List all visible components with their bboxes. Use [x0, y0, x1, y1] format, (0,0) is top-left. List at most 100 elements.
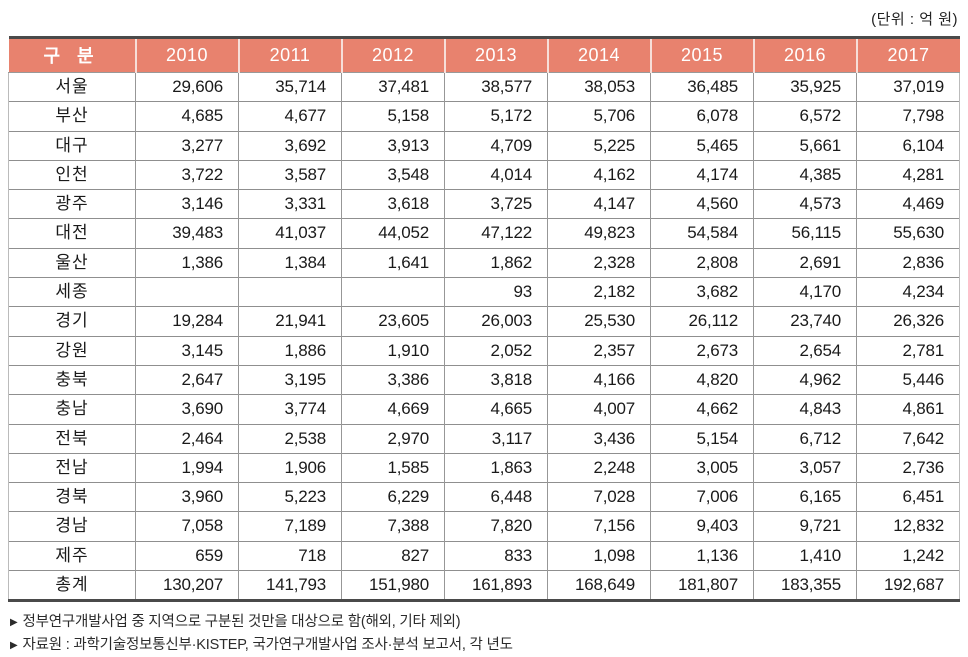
value-cell: 4,162: [547, 159, 651, 190]
value-cell: 4,469: [856, 189, 960, 219]
value-cell: 7,388: [341, 511, 445, 542]
value-cell: 1,994: [135, 452, 239, 483]
value-cell: 2,182: [547, 277, 651, 307]
region-label-cell: 세종: [8, 277, 136, 307]
value-cell: 1,386: [135, 247, 239, 278]
value-cell: 7,006: [650, 482, 754, 512]
value-cell: 7,058: [135, 511, 239, 542]
value-cell: 26,112: [650, 306, 754, 337]
value-cell: 3,618: [341, 189, 445, 219]
value-cell: 3,436: [547, 423, 651, 454]
value-cell: 1,136: [650, 540, 754, 571]
value-cell: 5,465: [650, 130, 754, 161]
value-cell: 4,166: [547, 364, 651, 395]
value-cell: 130,207: [135, 570, 239, 601]
value-cell: 1,384: [238, 247, 342, 278]
footnote: ▶ 정부연구개발사업 중 지역으로 구분된 것만을 대상으로 함(해외, 기타 제…: [10, 611, 960, 634]
value-cell: 3,117: [444, 423, 548, 454]
value-cell: 2,464: [135, 423, 239, 454]
value-cell: 2,647: [135, 364, 239, 395]
region-label-cell: 충북: [8, 364, 136, 395]
value-cell: 3,725: [444, 189, 548, 219]
value-cell: 181,807: [650, 570, 754, 601]
value-cell: 4,665: [444, 394, 548, 425]
value-cell: 19,284: [135, 306, 239, 337]
value-cell: 3,722: [135, 159, 239, 190]
header-cell-year: 2012: [340, 37, 445, 73]
value-cell: 9,721: [753, 511, 857, 542]
value-cell: 4,669: [341, 394, 445, 425]
table-row: 인천 3,722 3,587 3,548 4,014 4,162 4,174 4,385 4,2…: [8, 159, 960, 190]
triangle-bullet-icon: ▶: [10, 617, 18, 629]
value-cell: 2,736: [856, 452, 960, 483]
table-body: 서울 29,606 35,714 37,481 38,577 38,053 36,485 35…: [8, 72, 960, 601]
value-cell: [135, 277, 239, 307]
value-cell: 2,538: [238, 423, 342, 454]
value-cell: 1,410: [753, 540, 857, 571]
value-cell: 41,037: [238, 218, 342, 249]
region-label-cell: 서울: [8, 72, 136, 102]
header-cell-year: 2015: [649, 37, 754, 73]
value-cell: 1,886: [238, 335, 342, 366]
value-cell: 2,691: [753, 247, 857, 278]
value-cell: 827: [341, 540, 445, 571]
table-row: 충남 3,690 3,774 4,669 4,665 4,007 4,662 4,843 4,8…: [8, 394, 960, 425]
value-cell: [341, 277, 445, 307]
value-cell: 3,682: [650, 277, 754, 307]
value-cell: 26,003: [444, 306, 548, 337]
value-cell: 183,355: [753, 570, 857, 601]
value-cell: 5,154: [650, 423, 754, 454]
value-cell: 23,740: [753, 306, 857, 337]
value-cell: 3,005: [650, 452, 754, 483]
value-cell: 7,028: [547, 482, 651, 512]
region-label-cell: 경북: [8, 482, 136, 512]
value-cell: 5,706: [547, 101, 651, 132]
value-cell: 1,906: [238, 452, 342, 483]
region-label-cell: 경기: [8, 306, 136, 337]
value-cell: 5,158: [341, 101, 445, 132]
value-cell: 1,641: [341, 247, 445, 278]
value-cell: 2,808: [650, 247, 754, 278]
value-cell: 7,156: [547, 511, 651, 542]
value-cell: 1,585: [341, 452, 445, 483]
value-cell: 2,328: [547, 247, 651, 278]
value-cell: 6,078: [650, 101, 754, 132]
value-cell: 1,098: [547, 540, 651, 571]
value-cell: 7,798: [856, 101, 960, 132]
table-row: 강원 3,145 1,886 1,910 2,052 2,357 2,673 2,654 2,7…: [8, 335, 960, 366]
regional-rd-budget-table: 구 분 2010 2011 2012 2013 2014 2015 2016 2…: [8, 36, 960, 603]
value-cell: 36,485: [650, 72, 754, 102]
header-cell-year: 2010: [134, 37, 239, 73]
value-cell: 3,960: [135, 482, 239, 512]
table-header-row: 구 분 2010 2011 2012 2013 2014 2015 2016 2…: [8, 37, 960, 73]
table-row: 충북 2,647 3,195 3,386 3,818 4,166 4,820 4,962 5,4…: [8, 364, 960, 395]
value-cell: 2,052: [444, 335, 548, 366]
footnotes: ▶ 정부연구개발사업 중 지역으로 구분된 것만을 대상으로 함(해외, 기타 제…: [8, 611, 960, 657]
header-cell-year: 2014: [546, 37, 651, 73]
value-cell: 3,277: [135, 130, 239, 161]
value-cell: 161,893: [444, 570, 548, 601]
value-cell: 3,818: [444, 364, 548, 395]
value-cell: 3,690: [135, 394, 239, 425]
value-cell: 141,793: [238, 570, 342, 601]
report-page: (단위 : 억 원) 구 분 2010 2011 2012 2013 2014 …: [8, 0, 960, 657]
value-cell: 659: [135, 540, 239, 571]
value-cell: 6,712: [753, 423, 857, 454]
value-cell: 29,606: [135, 72, 239, 102]
value-cell: 12,832: [856, 511, 960, 542]
value-cell: 3,386: [341, 364, 445, 395]
footnote-text: 자료원 : 과학기술정보통신부·KISTEP, 국가연구개발사업 조사·분석 보…: [22, 637, 513, 654]
header-cell-category: 구 분: [8, 37, 136, 73]
value-cell: 2,781: [856, 335, 960, 366]
value-cell: 7,820: [444, 511, 548, 542]
value-cell: 44,052: [341, 218, 445, 249]
value-cell: [238, 277, 342, 307]
region-label-cell: 대구: [8, 130, 136, 161]
value-cell: 3,692: [238, 130, 342, 161]
value-cell: 2,836: [856, 247, 960, 278]
region-label-cell: 인천: [8, 159, 136, 190]
value-cell: 168,649: [547, 570, 651, 601]
region-label-cell: 울산: [8, 247, 136, 278]
footnote-text: 정부연구개발사업 중 지역으로 구분된 것만을 대상으로 함(해외, 기타 제외…: [22, 614, 461, 631]
value-cell: 6,104: [856, 130, 960, 161]
